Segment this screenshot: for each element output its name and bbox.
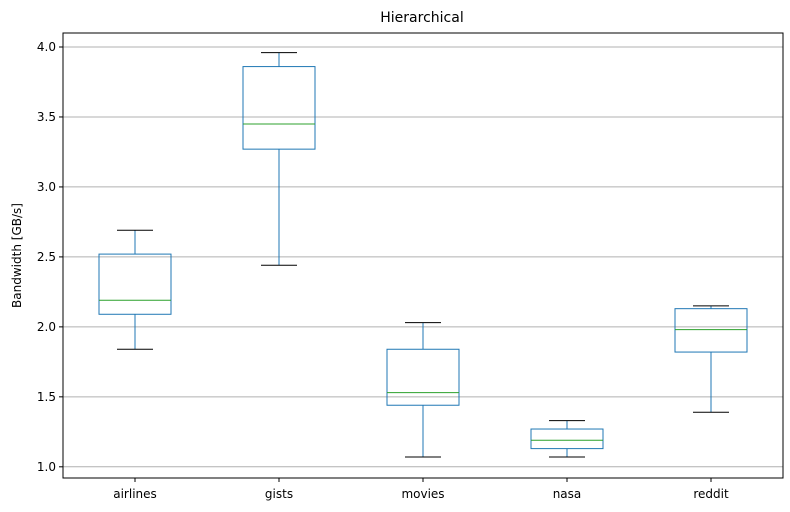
y-tick-label: 1.5: [37, 390, 56, 404]
y-tick-label: 3.5: [37, 110, 56, 124]
iqr-box: [530, 428, 604, 450]
x-axis-ticks: airlines gists movies nasa reddit: [113, 478, 729, 501]
iqr-box: [242, 66, 316, 150]
box-group-nasa: [530, 420, 604, 458]
x-tick-label: airlines: [113, 487, 157, 501]
y-tick-label: 3.0: [37, 180, 56, 194]
iqr-box: [98, 253, 172, 315]
y-axis-label: Bandwidth [GB/s]: [10, 203, 24, 308]
boxes: [98, 52, 748, 458]
chart-title: Hierarchical: [380, 10, 463, 26]
box-group-reddit: [674, 305, 748, 413]
box-group-airlines: [98, 229, 172, 350]
y-tick-label: 4.0: [37, 40, 56, 54]
y-axis-ticks: 1.0 1.5 2.0 2.5 3.0 3.5 4.0: [37, 40, 63, 474]
y-tick-label: 2.0: [37, 320, 56, 334]
box-group-gists: [242, 52, 316, 266]
box-group-movies: [386, 322, 460, 458]
x-tick-label: reddit: [693, 487, 729, 501]
x-tick-label: gists: [265, 487, 293, 501]
iqr-box: [674, 308, 748, 353]
x-tick-label: nasa: [553, 487, 582, 501]
x-tick-label: movies: [401, 487, 444, 501]
y-tick-label: 2.5: [37, 250, 56, 264]
y-tick-label: 1.0: [37, 460, 56, 474]
iqr-box: [386, 348, 460, 406]
